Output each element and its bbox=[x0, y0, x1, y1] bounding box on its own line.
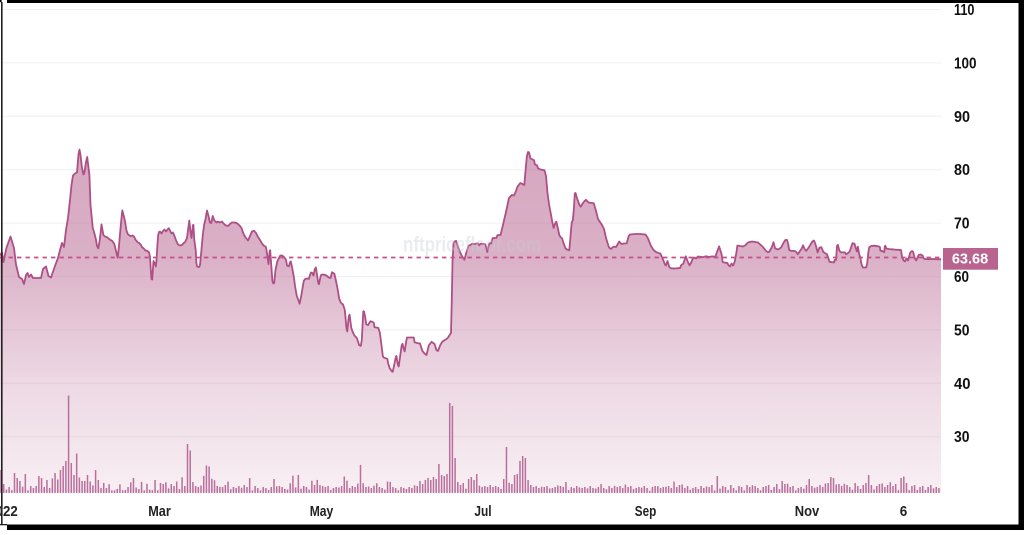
svg-text:80: 80 bbox=[954, 162, 970, 179]
svg-text:Nov: Nov bbox=[795, 503, 820, 520]
svg-text:110: 110 bbox=[954, 2, 975, 19]
svg-text:May: May bbox=[310, 503, 334, 520]
svg-text:90: 90 bbox=[954, 109, 970, 126]
svg-text:60: 60 bbox=[954, 269, 969, 286]
svg-text:Mar: Mar bbox=[148, 503, 171, 520]
svg-text:50: 50 bbox=[954, 322, 970, 339]
svg-text:6: 6 bbox=[900, 503, 908, 520]
svg-text:Jul: Jul bbox=[474, 503, 491, 520]
svg-text:nftpricefloor.com: nftpricefloor.com bbox=[403, 234, 541, 257]
svg-text:2022: 2022 bbox=[0, 503, 18, 520]
svg-text:Sep: Sep bbox=[635, 503, 657, 520]
svg-text:63.68: 63.68 bbox=[952, 252, 988, 268]
svg-text:100: 100 bbox=[954, 55, 977, 72]
svg-text:30: 30 bbox=[954, 429, 970, 446]
svg-text:70: 70 bbox=[954, 216, 970, 233]
svg-text:40: 40 bbox=[954, 376, 971, 393]
